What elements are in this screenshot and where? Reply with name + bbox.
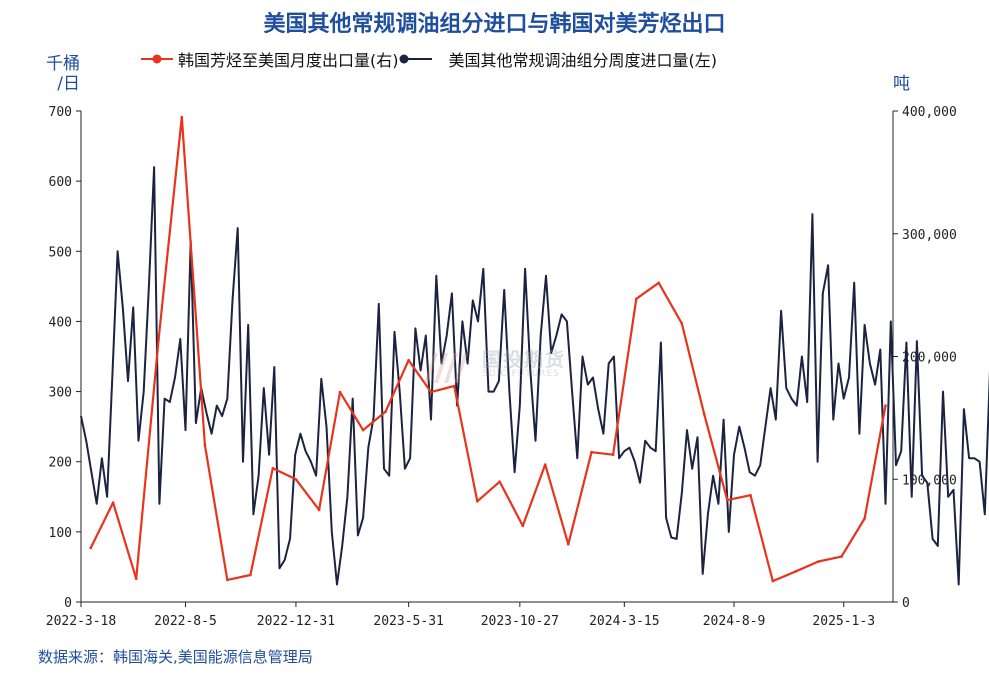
series-point-korea-aromatics xyxy=(476,500,479,503)
series-point-korea-aromatics xyxy=(452,384,456,388)
left-axis-unit: 千桶 /日 xyxy=(46,54,80,94)
legend-navy-label: 美国其他常规调油组分周度进口量(左) xyxy=(448,51,718,70)
series-point-korea-aromatics xyxy=(203,443,207,447)
series-point-korea-aromatics xyxy=(543,463,547,466)
source-note: 数据来源：韩国海关,美国能源信息管理局 xyxy=(38,648,313,666)
legend-item-red: 韩国芳烃至美国月度出口量(右) xyxy=(140,47,399,71)
series-point-korea-aromatics xyxy=(749,493,752,497)
axes-layer: 0 100 200 300 400 500 600 700 0 100,000 200,000 300… xyxy=(46,105,957,629)
series-point-korea-aromatics xyxy=(794,570,798,573)
left-tick-label: 500 xyxy=(49,245,72,260)
x-tick-label: 2022-12-31 xyxy=(257,614,335,629)
right-tick-label: 0 xyxy=(902,596,910,611)
series-point-korea-aromatics xyxy=(817,560,820,563)
x-tick-label: 2025-1-3 xyxy=(812,614,875,629)
left-tick-label: 300 xyxy=(49,386,72,401)
series-point-korea-aromatics xyxy=(226,578,229,582)
legend-navy-swatch xyxy=(399,54,432,64)
series-point-korea-aromatics xyxy=(771,579,775,583)
chart-title: 美国其他常规调油组分进口与韩国对美芳烃出口 xyxy=(263,12,726,37)
series-point-korea-aromatics xyxy=(157,338,160,341)
right-axis-unit: 吨 xyxy=(893,74,910,94)
series-point-korea-aromatics xyxy=(590,450,593,454)
series-point-korea-aromatics xyxy=(429,390,433,394)
series-point-korea-aromatics xyxy=(407,358,410,362)
legend-red-label: 韩国芳烃至美国月度出口量(右) xyxy=(178,51,399,70)
series-point-korea-aromatics xyxy=(635,297,638,301)
series-line-us-blend-imports xyxy=(80,166,989,586)
series-point-korea-aromatics xyxy=(702,412,706,416)
x-tick-label: 2022-8-5 xyxy=(154,614,217,629)
series-point-korea-aromatics xyxy=(134,577,138,580)
series-point-korea-aromatics xyxy=(611,453,615,457)
series-point-korea-aromatics xyxy=(521,524,525,528)
legend-red-swatch xyxy=(141,54,173,64)
series-point-korea-aromatics xyxy=(338,390,342,394)
right-tick-label: 400,000 xyxy=(902,105,957,120)
left-tick-label: 100 xyxy=(49,526,72,541)
series-point-korea-aromatics xyxy=(361,428,365,432)
series-point-korea-aromatics xyxy=(89,546,92,550)
series-point-korea-aromatics xyxy=(111,501,115,504)
series-point-korea-aromatics xyxy=(498,480,502,484)
series-line-korea-aromatics-exports xyxy=(89,115,887,583)
series-point-korea-aromatics xyxy=(840,555,843,558)
left-tick-label: 600 xyxy=(49,175,72,190)
legend-item-navy: 美国其他常规调油组分周度进口量(左) xyxy=(399,47,718,71)
series-point-korea-aromatics xyxy=(180,115,184,119)
x-tick-label: 2022-3-18 xyxy=(46,614,116,629)
series-layer xyxy=(80,115,989,586)
right-tick-label: 200,000 xyxy=(902,351,957,366)
series-point-korea-aromatics xyxy=(249,573,252,577)
series-point-korea-aromatics xyxy=(384,410,387,414)
left-tick-label: 400 xyxy=(49,315,72,330)
series-point-korea-aromatics xyxy=(726,498,729,502)
series-point-korea-aromatics xyxy=(863,517,866,520)
left-tick-label: 700 xyxy=(49,105,72,120)
x-tick-label: 2024-8-9 xyxy=(703,614,766,629)
series-point-korea-aromatics xyxy=(567,543,570,546)
right-tick-label: 100,000 xyxy=(902,473,957,488)
series-point-korea-aromatics xyxy=(271,466,275,470)
x-tick-label: 2023-5-31 xyxy=(373,614,443,629)
x-tick-label: 2024-3-15 xyxy=(589,614,659,629)
series-point-korea-aromatics xyxy=(657,281,660,285)
left-tick-label: 200 xyxy=(49,456,72,471)
series-point-korea-aromatics xyxy=(294,478,298,481)
left-tick-label: 0 xyxy=(64,596,72,611)
right-tick-label: 300,000 xyxy=(902,228,957,243)
series-point-korea-aromatics xyxy=(317,508,321,512)
series-point-korea-aromatics xyxy=(680,322,684,325)
x-tick-label: 2023-10-27 xyxy=(481,614,559,629)
legend: 韩国芳烃至美国月度出口量(右) 美国其他常规调油组分周度进口量(左) xyxy=(140,47,717,71)
series-point-korea-aromatics xyxy=(884,404,887,407)
